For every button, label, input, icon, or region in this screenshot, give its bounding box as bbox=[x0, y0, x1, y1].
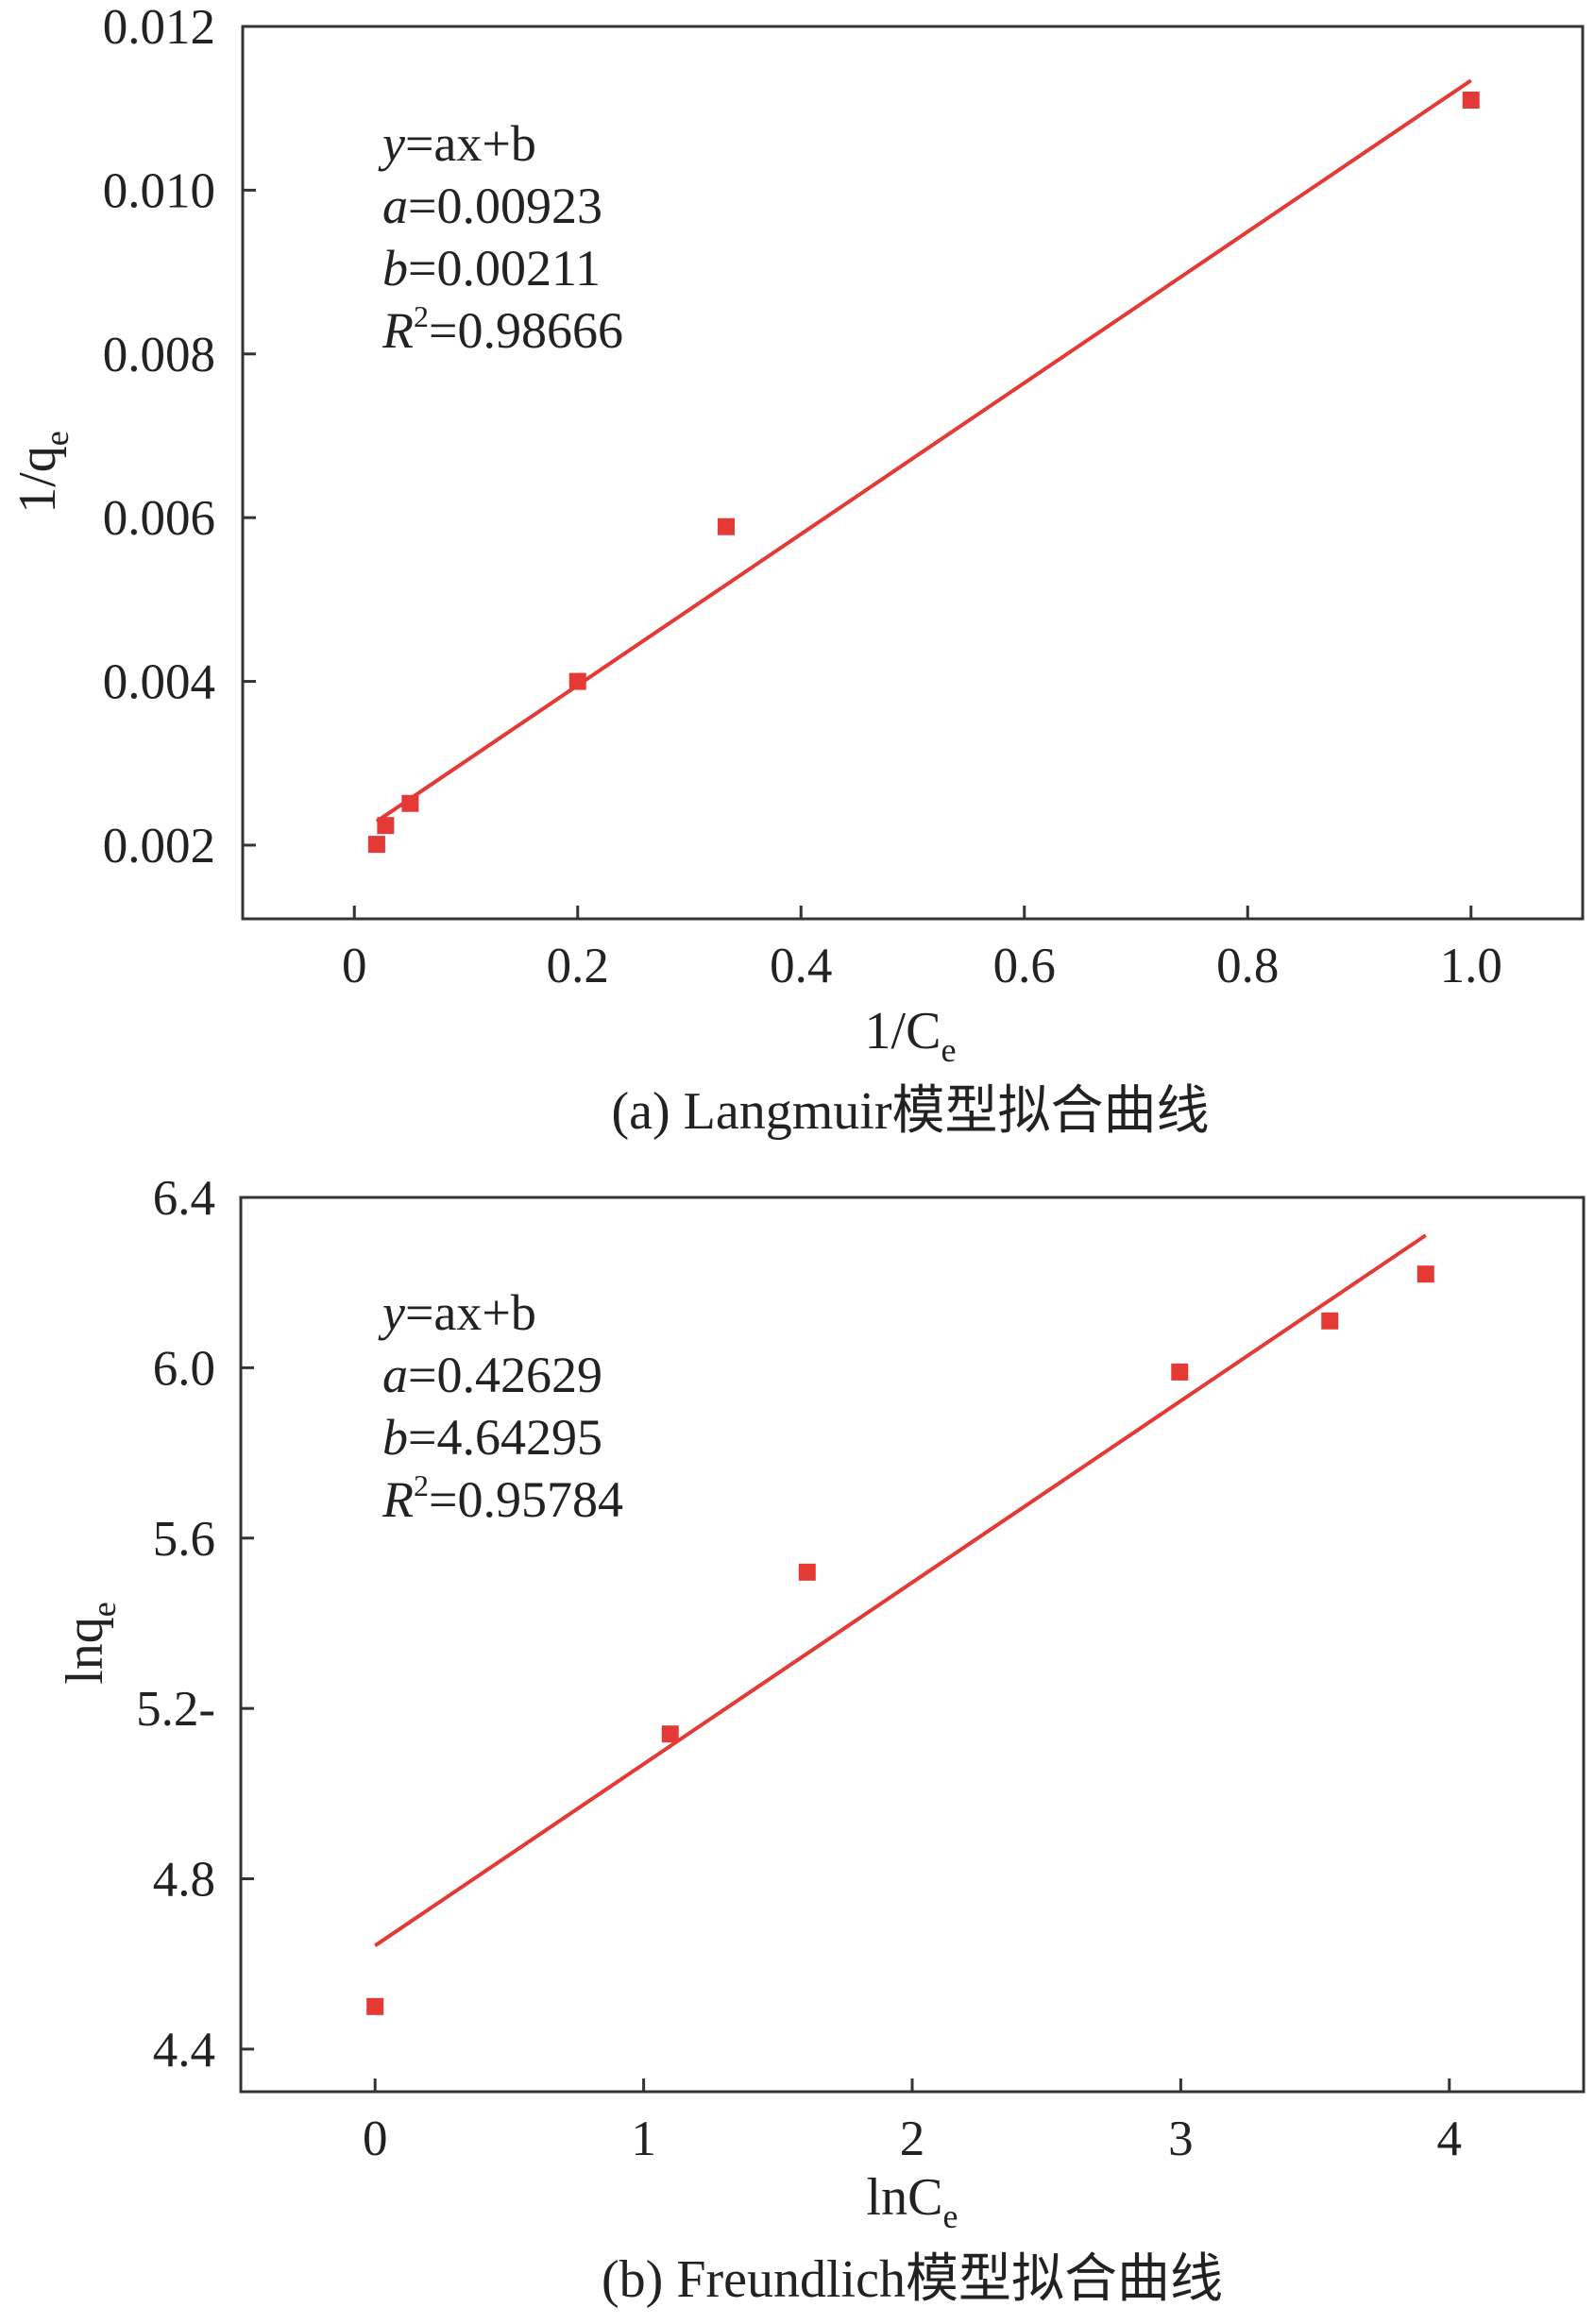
plot-frame bbox=[241, 25, 1585, 921]
data-point bbox=[366, 1997, 384, 2015]
equation-line: y=ax+b bbox=[378, 115, 536, 172]
fit-line bbox=[374, 1233, 1427, 1947]
slope-line: a=0.00923 bbox=[382, 178, 602, 234]
x-tick-label: 3 bbox=[1168, 2112, 1194, 2166]
x-tick-label: 4 bbox=[1437, 2112, 1463, 2166]
x-tick-label: 2 bbox=[900, 2112, 925, 2166]
data-point bbox=[568, 672, 586, 690]
x-tick-label: 1 bbox=[631, 2112, 656, 2166]
x-tick-label: 0.4 bbox=[770, 939, 832, 993]
r-squared-line: R2=0.98666 bbox=[382, 299, 623, 359]
y-tick-label: 6.0 bbox=[153, 1341, 215, 1396]
equation-line: y=ax+b bbox=[378, 1284, 536, 1341]
x-tick-label: 0.2 bbox=[547, 939, 609, 993]
y-tick-label: 0.002 bbox=[103, 819, 215, 874]
y-tick-label: 0.006 bbox=[103, 491, 215, 546]
intercept-line: b=0.00211 bbox=[382, 240, 601, 297]
y-tick-label: 0.008 bbox=[103, 328, 215, 382]
data-points bbox=[367, 92, 1480, 854]
intercept-line: b=4.64295 bbox=[382, 1409, 602, 1466]
fit-equation: y=ax+b a=0.00923 b=0.00211 R2=0.98666 bbox=[378, 115, 623, 359]
tick-marks bbox=[243, 25, 1473, 919]
data-point bbox=[1462, 92, 1480, 110]
fit-equation: y=ax+b a=0.42629 b=4.64295 R2=0.95784 bbox=[378, 1284, 623, 1528]
fit-line-group bbox=[374, 1233, 1427, 1947]
y-tick-label: 5.6 bbox=[153, 1512, 215, 1567]
y-axis-title: lnqe bbox=[56, 1602, 123, 1685]
data-point bbox=[401, 794, 419, 812]
data-point bbox=[367, 836, 385, 854]
y-tick-label: 0.012 bbox=[103, 0, 215, 55]
x-tick-label: 0 bbox=[363, 2112, 388, 2166]
x-tick-label: 1.0 bbox=[1440, 939, 1502, 993]
y-axis-title: 1/qe bbox=[8, 431, 76, 514]
y-tick-label: 0.010 bbox=[103, 163, 215, 218]
freundlich-panel: 0 1 2 3 4 4.4 4.8 5.2- 5.6 6.0 6.4 y=ax+b a=0.4262… bbox=[56, 1171, 1586, 2309]
tick-marks bbox=[241, 1196, 1451, 2092]
fit-line-group bbox=[375, 78, 1472, 823]
x-tick-label: 0.8 bbox=[1216, 939, 1279, 993]
figure-caption: (b) Freundlich模型拟合曲线 bbox=[602, 2250, 1223, 2309]
tick-labels: 0 0.2 0.4 0.6 0.8 1.0 0.002 0.004 0.006 0.008 0.01… bbox=[103, 0, 1502, 993]
data-point bbox=[1171, 1363, 1189, 1381]
y-tick-label: 4.4 bbox=[153, 2023, 215, 2078]
langmuir-panel: 0 0.2 0.4 0.6 0.8 1.0 0.002 0.004 0.006 0.008 0.01… bbox=[8, 0, 1585, 1141]
y-tick-label: 5.2- bbox=[136, 1682, 215, 1737]
data-point bbox=[661, 1725, 679, 1743]
data-point bbox=[1321, 1312, 1339, 1330]
data-points bbox=[366, 1265, 1434, 2015]
tick-labels: 0 1 2 3 4 4.4 4.8 5.2- 5.6 6.0 6.4 bbox=[136, 1171, 1462, 2166]
x-tick-label: 0.6 bbox=[993, 939, 1056, 993]
x-tick-label: 0 bbox=[342, 939, 367, 993]
y-tick-label: 0.004 bbox=[103, 655, 215, 710]
data-point bbox=[377, 817, 395, 835]
data-point bbox=[798, 1563, 816, 1581]
fit-line bbox=[375, 78, 1472, 823]
data-point bbox=[1416, 1265, 1434, 1283]
y-tick-label: 6.4 bbox=[153, 1171, 215, 1226]
data-point bbox=[718, 517, 736, 535]
r-squared-line: R2=0.95784 bbox=[382, 1468, 623, 1528]
y-tick-label: 4.8 bbox=[153, 1853, 215, 1908]
x-axis-title: lnCe bbox=[867, 2168, 958, 2235]
slope-line: a=0.42629 bbox=[382, 1347, 602, 1403]
figure-caption: (a) Langmuir模型拟合曲线 bbox=[612, 1082, 1210, 1141]
x-axis-title: 1/Ce bbox=[865, 1002, 957, 1069]
